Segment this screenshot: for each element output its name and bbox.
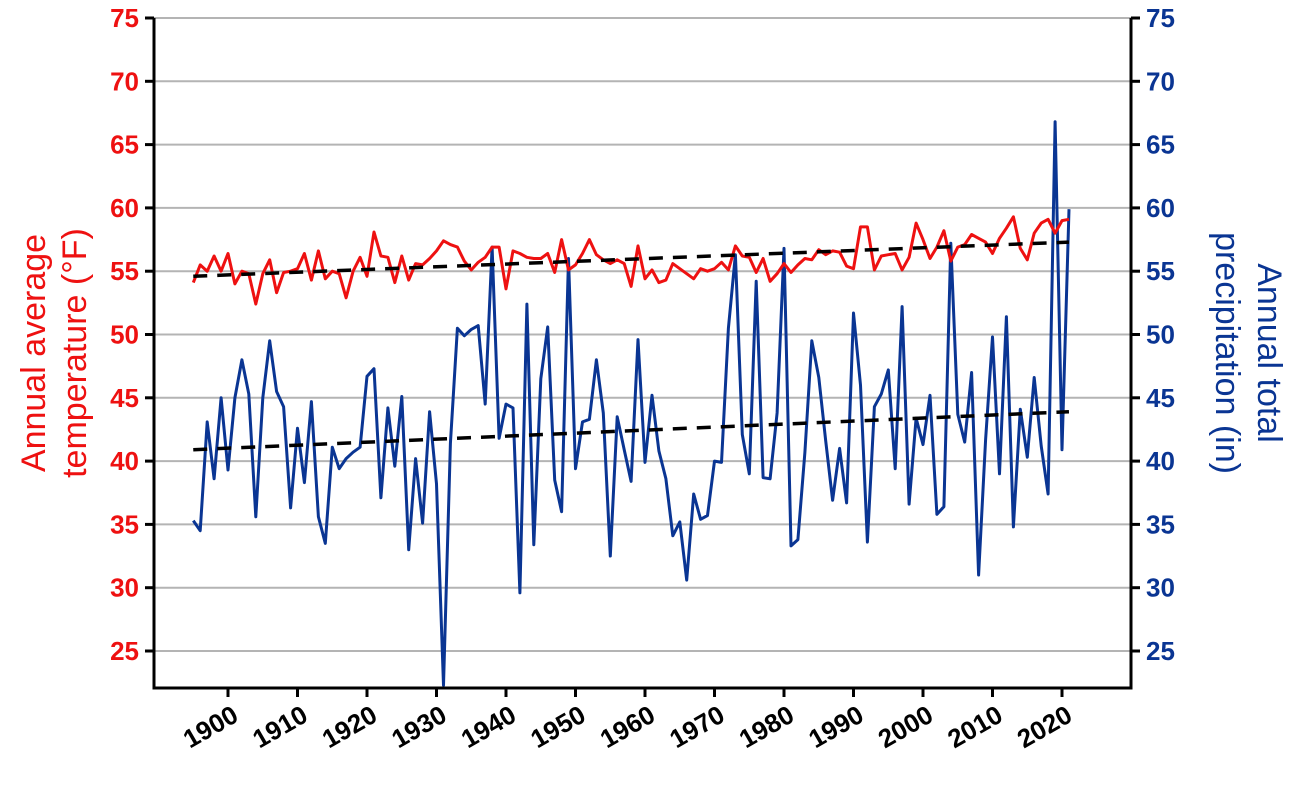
x-tick-label: 1970 [664, 699, 729, 754]
x-tick-label: 1910 [247, 699, 312, 754]
temperature-line [191, 215, 1070, 306]
x-axis-ticks: 1900 1910 1920 1930 1940 1950 1960 1970 1980 1990… [178, 688, 1077, 754]
x-tick-label: 1960 [595, 699, 660, 754]
left-y-axis-label: Annual average [15, 234, 53, 472]
x-tick-label: 1900 [178, 699, 243, 754]
right-tick-label: 60 [1146, 193, 1175, 223]
right-y-axis-label-2: precipitation (in) [1208, 232, 1246, 474]
left-y-axis-label-line2: temperature (°F) [56, 228, 94, 478]
left-tick-label: 75 [110, 3, 139, 33]
x-tick-label: 2020 [1012, 699, 1077, 754]
right-tick-label: 30 [1146, 573, 1175, 603]
right-y-axis-label-line1: Annual total [1250, 263, 1288, 443]
temperature-trend-line [193, 240, 1070, 279]
right-tick-label: 40 [1146, 446, 1175, 476]
left-tick-label: 40 [110, 446, 139, 476]
right-tick-label: 45 [1146, 383, 1175, 413]
x-tick-label: 1920 [317, 699, 382, 754]
x-tick-label: 2010 [942, 699, 1007, 754]
right-tick-label: 70 [1146, 66, 1175, 96]
left-tick-label: 45 [110, 383, 139, 413]
x-tick-label: 2000 [873, 699, 938, 754]
left-tick-label: 55 [110, 256, 139, 286]
left-tick-label: 30 [110, 573, 139, 603]
left-tick-label: 60 [110, 193, 139, 223]
x-tick-label: 1950 [525, 699, 590, 754]
temperature-series [191, 215, 1070, 306]
right-tick-label: 65 [1146, 130, 1175, 160]
left-y-axis-ticks: 25 30 35 40 45 50 55 60 65 70 75 [110, 3, 154, 666]
left-tick-label: 25 [110, 636, 139, 666]
left-y-axis-label-line1: Annual average [15, 234, 53, 472]
right-y-axis-label-line2: precipitation (in) [1208, 232, 1246, 474]
x-tick-label: 1930 [386, 699, 451, 754]
precipitation-trend-line [193, 409, 1070, 452]
left-tick-label: 70 [110, 66, 139, 96]
precipitation-series [192, 120, 1071, 687]
left-tick-label: 65 [110, 130, 139, 160]
left-tick-label: 50 [110, 320, 139, 350]
axes [152, 18, 1133, 690]
trend-lines [193, 240, 1070, 452]
right-y-axis-label: Annual total [1250, 263, 1288, 443]
x-tick-label: 1990 [803, 699, 868, 754]
right-tick-label: 35 [1146, 509, 1175, 539]
right-tick-label: 50 [1146, 320, 1175, 350]
right-y-axis-ticks: 25 30 35 40 45 50 55 60 65 70 75 [1131, 3, 1175, 666]
right-tick-label: 55 [1146, 256, 1175, 286]
x-tick-label: 1980 [734, 699, 799, 754]
right-tick-label: 75 [1146, 3, 1175, 33]
left-tick-label: 35 [110, 509, 139, 539]
right-tick-label: 25 [1146, 636, 1175, 666]
precipitation-line [192, 120, 1071, 687]
left-y-axis-label-2: temperature (°F) [56, 228, 94, 478]
gridlines [154, 17, 1131, 652]
x-tick-label: 1940 [456, 699, 521, 754]
